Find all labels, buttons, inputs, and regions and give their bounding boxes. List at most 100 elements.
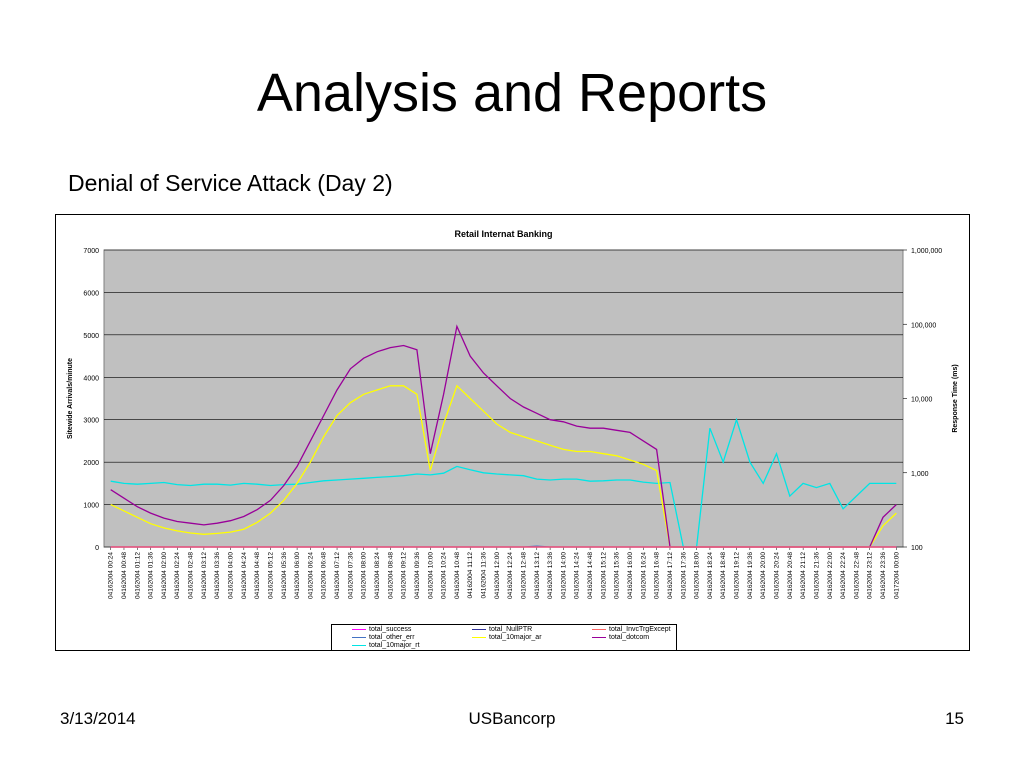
legend-swatch xyxy=(352,644,366,646)
x-tick-label: 04162004 08:00 xyxy=(361,552,368,599)
x-tick-label: 04162004 22:48 xyxy=(853,552,860,599)
legend-swatch xyxy=(592,628,606,630)
x-tick-label: 04162004 06:00 xyxy=(294,552,301,599)
legend-entry-total_InvcTrgExcept: total_InvcTrgExcept xyxy=(592,626,671,634)
y-tick-label: 6000 xyxy=(83,290,99,297)
x-tick-label: 04162004 20:24 xyxy=(773,552,780,599)
x-tick-label: 04162004 10:48 xyxy=(454,552,461,599)
x-tick-label: 04162004 20:48 xyxy=(787,552,794,599)
x-tick-label: 04162004 12:00 xyxy=(494,552,501,599)
footer-date: 3/13/2014 xyxy=(60,709,136,728)
plot-area xyxy=(103,249,904,548)
x-tick-label: 04162004 10:00 xyxy=(427,552,434,599)
x-tick-label: 04162004 12:24 xyxy=(507,552,514,599)
x-tick-label: 04162004 10:24 xyxy=(441,552,448,599)
x-tick-label: 04162004 16:24 xyxy=(640,552,647,599)
legend-swatch xyxy=(472,628,486,630)
legend-entry-total_10major_rt: total_10major_rt xyxy=(352,642,420,650)
x-tick-label: 04162004 04:00 xyxy=(228,552,235,599)
x-tick-label: 04162004 06:24 xyxy=(307,552,314,599)
y2-tick-label: 100 xyxy=(911,545,923,552)
x-tick-label: 04162004 18:00 xyxy=(694,552,701,599)
legend-label: total_NullPTR xyxy=(489,626,533,633)
legend-label: total_success xyxy=(369,626,412,633)
x-tick-label: 04162004 14:48 xyxy=(587,552,594,599)
x-tick-label: 04162004 02:24 xyxy=(174,552,181,599)
x-tick-label: 04162004 08:48 xyxy=(387,552,394,599)
x-tick-label: 04162004 06:48 xyxy=(321,552,328,599)
x-tick-label: 04162004 02:00 xyxy=(161,552,168,599)
y2-axis-label: Response Time (ms) xyxy=(952,364,959,432)
legend-entry-total_success: total_success xyxy=(352,626,411,634)
x-tick-label: 04162004 13:12 xyxy=(534,552,541,599)
y-tick-label: 1000 xyxy=(83,503,99,510)
x-tick-label: 04162004 16:00 xyxy=(627,552,634,599)
x-tick-label: 04162004 15:12 xyxy=(600,552,607,599)
x-tick-label: 04162004 20:00 xyxy=(760,552,767,599)
x-tick-label: 04162004 15:36 xyxy=(614,552,621,599)
legend-label: total_other_err xyxy=(369,634,415,641)
slide-subtitle: Denial of Service Attack (Day 2) xyxy=(68,170,393,196)
legend-swatch xyxy=(352,636,366,638)
x-tick-label: 04162004 16:48 xyxy=(654,552,661,599)
x-tick-label: 04162004 14:00 xyxy=(560,552,567,599)
y-tick-label: 3000 xyxy=(83,418,99,425)
y-tick-label: 5000 xyxy=(83,333,99,340)
legend-entry-total_other_err: total_other_err xyxy=(352,634,415,642)
x-tick-label: 04162004 08:24 xyxy=(374,552,381,599)
x-tick-label: 04162004 23:12 xyxy=(867,552,874,599)
x-tick-label: 04162004 07:36 xyxy=(347,552,354,599)
y2-tick-label: 100,000 xyxy=(911,322,936,329)
chart-legend: total_success total_NullPTR total_InvcTrgE… xyxy=(331,624,677,651)
legend-entry-total_NullPTR: total_NullPTR xyxy=(472,626,532,634)
y-tick-label: 0 xyxy=(95,545,99,552)
x-tick-label: 04162004 02:48 xyxy=(188,552,195,599)
y2-tick-label: 1,000 xyxy=(911,471,929,478)
y2-tick-label: 1,000,000 xyxy=(911,248,942,255)
x-tick-label: 04162004 12:48 xyxy=(520,552,527,599)
x-tick-label: 04162004 22:00 xyxy=(827,552,834,599)
legend-swatch xyxy=(352,628,366,630)
x-tick-label: 04162004 11:12 xyxy=(467,552,474,599)
x-tick-label: 04162004 01:12 xyxy=(134,552,141,599)
x-tick-label: 04162004 13:36 xyxy=(547,552,554,599)
x-tick-label: 04162004 09:36 xyxy=(414,552,421,599)
x-tick-label: 04162004 18:24 xyxy=(707,552,714,599)
legend-swatch xyxy=(592,636,606,638)
y-tick-label: 4000 xyxy=(83,375,99,382)
footer-page-number: 15 xyxy=(945,709,964,728)
legend-entry-total_10major_ar: total_10major_ar xyxy=(472,634,542,642)
y-tick-label: 2000 xyxy=(83,460,99,467)
x-tick-label: 04162004 03:12 xyxy=(201,552,208,599)
series-line-total_10major_rt xyxy=(110,417,897,548)
x-tick-label: 04162004 05:36 xyxy=(281,552,288,599)
chart-title: Retail Internat Banking xyxy=(454,229,552,239)
x-tick-label: 04162004 01:36 xyxy=(148,552,155,599)
x-tick-label: 04162004 04:48 xyxy=(254,552,261,599)
x-tick-label: 04162004 14:24 xyxy=(574,552,581,599)
x-tick-label: 04162004 00:24 xyxy=(108,552,115,599)
x-tick-label: 04162004 04:24 xyxy=(241,552,248,599)
x-tick-label: 04162004 03:36 xyxy=(214,552,221,599)
x-tick-label: 04162004 07:12 xyxy=(334,552,341,599)
slide-title: Analysis and Reports xyxy=(256,63,768,123)
y2-tick-label: 10,000 xyxy=(911,397,933,404)
legend-label: total_dotcom xyxy=(609,634,650,641)
footer-company: USBancorp xyxy=(468,709,556,728)
legend-label: total_InvcTrgExcept xyxy=(609,626,671,633)
x-tick-label: 04162004 19:36 xyxy=(747,552,754,599)
x-tick-label: 04162004 19:12 xyxy=(734,552,741,599)
x-tick-label: 04162004 00:48 xyxy=(121,552,128,599)
y-tick-label: 7000 xyxy=(83,248,99,255)
x-tick-label: 04162004 18:48 xyxy=(720,552,727,599)
x-tick-label: 04162004 17:36 xyxy=(680,552,687,599)
legend-label: total_10major_rt xyxy=(369,642,420,649)
x-tick-label: 04162004 09:12 xyxy=(401,552,408,599)
x-tick-label: 04172004 00:00 xyxy=(893,552,900,599)
x-tick-label: 04162004 23:36 xyxy=(880,552,887,599)
x-tick-label: 04162004 21:36 xyxy=(813,552,820,599)
chart-container: Retail Internat Banking 0 1000 2000 3000 4000… xyxy=(55,214,970,651)
x-tick-label: 04162004 21:12 xyxy=(800,552,807,599)
x-tick-label: 04162004 17:12 xyxy=(667,552,674,599)
chart-svg: Retail Internat Banking 0 1000 2000 3000 4000… xyxy=(67,229,959,599)
